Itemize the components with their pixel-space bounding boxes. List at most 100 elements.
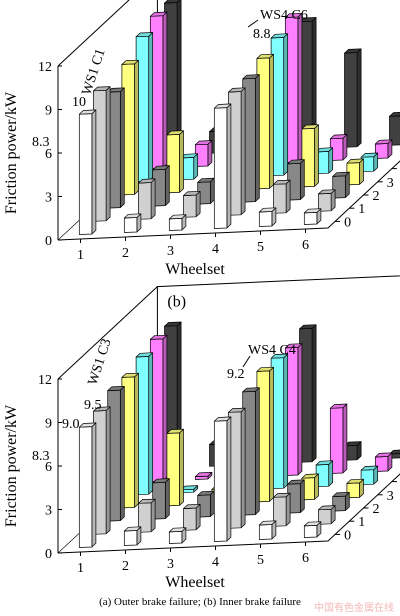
bar-front: [183, 194, 197, 218]
x-axis: 1 2 3 4 5 6 Wheelset: [77, 229, 309, 278]
case-axis: 0123456Case: [335, 481, 397, 543]
bar-top: [168, 527, 187, 533]
bar-top: [256, 366, 274, 372]
bar-ws1-case1: [93, 406, 111, 535]
figure-caption: (a) Outer brake failure; (b) Inner brake…: [99, 596, 301, 608]
bar-top: [273, 179, 291, 185]
bar-top: [194, 472, 213, 477]
bar-top: [329, 134, 348, 140]
bar-side: [254, 74, 260, 202]
bar-side: [314, 473, 319, 500]
bar-ws1-case3: [121, 372, 139, 509]
bar-top: [164, 321, 182, 327]
bar-ws4-case1: [228, 407, 246, 529]
y-tick-label: 3: [45, 191, 52, 206]
bar-ws4-case0: [213, 103, 232, 229]
bar-top: [329, 403, 348, 409]
bar-front: [123, 530, 138, 546]
bar-side: [269, 366, 274, 502]
bar-side: [240, 407, 246, 529]
bar-ws6-case1: [318, 505, 336, 525]
case-tick-label: 3: [387, 176, 394, 191]
bar-side: [150, 498, 156, 533]
bar-ws1-case0: [78, 109, 97, 235]
case-tick-label: 0: [344, 215, 351, 230]
x-tick-label: 5: [257, 240, 264, 255]
bar-ws6-case2: [332, 492, 350, 512]
bar-front: [303, 525, 318, 538]
bar-top: [287, 479, 305, 485]
bar-ws4-case6: [299, 17, 317, 150]
bar-side: [226, 103, 232, 229]
bar-ws5-case2: [287, 159, 305, 201]
bar-ws6-case2: [332, 171, 350, 199]
axes-box: [57, 275, 400, 554]
bar-top: [301, 473, 319, 479]
bar-front: [168, 218, 183, 231]
bar-side: [164, 165, 170, 206]
bar-side: [314, 124, 319, 187]
bar-front: [78, 426, 93, 548]
bar-side: [240, 87, 246, 216]
bar-ws5-case3: [301, 124, 319, 188]
bar-top: [152, 478, 170, 484]
x-tick-label: 1: [77, 248, 84, 263]
annotation-leader: [242, 355, 251, 368]
bar-top: [360, 152, 379, 158]
bar-top: [318, 189, 336, 195]
case-axis: 0123456Case: [335, 168, 397, 230]
bar-top: [123, 526, 142, 532]
annotation-label: 9.0: [62, 417, 80, 432]
bar-top: [284, 343, 303, 349]
bar-side: [328, 460, 334, 487]
annotation-label: 10: [72, 95, 86, 110]
case-tick-label: 3: [387, 489, 394, 504]
bar-top: [121, 59, 139, 65]
bar-side: [162, 334, 168, 482]
y-axis-label: Friction power/kW: [3, 91, 20, 214]
bar-side: [297, 343, 303, 476]
floor-edge: [57, 160, 400, 241]
bar-side: [134, 372, 139, 508]
bar-ws3-case1: [183, 190, 201, 218]
bar-ws4-case4: [270, 353, 289, 490]
bar-ws4-case0: [213, 416, 232, 542]
watermark: 中国有色金属在线: [314, 603, 394, 614]
x-tick-label: 2: [122, 559, 129, 574]
bar-ws3-case2: [197, 490, 215, 518]
bar-ws6-case3: [346, 158, 364, 186]
bar-top: [315, 460, 334, 466]
bar-side: [226, 416, 232, 542]
x-axis: 1 2 3 4 5 6 Wheelset: [77, 542, 309, 591]
bar-top: [166, 130, 184, 136]
bar-ws6-case5: [374, 139, 393, 159]
bar-side: [299, 479, 305, 513]
bar-ws4-case3: [256, 366, 274, 503]
y-tick-label: 9: [45, 417, 52, 432]
bar-ws2-case1: [138, 498, 156, 533]
bar-side: [150, 178, 156, 220]
bar-front: [168, 531, 183, 544]
bar-top: [284, 12, 303, 18]
bar-ws5-case6: [344, 48, 362, 148]
bar-ws3-case2: [197, 177, 215, 205]
bar-ws4-case3: [256, 53, 274, 190]
annotation-label: WS4 C4: [248, 343, 296, 358]
bar-front: [389, 115, 400, 146]
bar-top: [344, 48, 362, 54]
bar-top: [78, 109, 97, 115]
bar-top: [256, 53, 274, 59]
y-tick-label: 12: [38, 373, 52, 388]
bar-top: [213, 416, 232, 422]
y-tick-label: 0: [45, 547, 52, 562]
y-axis-label: Friction power/kW: [3, 404, 20, 527]
bar-side: [209, 177, 215, 204]
bar-ws6-case0: [303, 208, 322, 225]
bar-side: [285, 179, 291, 214]
bar-side: [299, 159, 305, 200]
bar-top: [93, 86, 111, 92]
bar-top: [183, 190, 201, 196]
bar-side: [254, 387, 260, 515]
bar-ws5-case3: [301, 473, 319, 501]
